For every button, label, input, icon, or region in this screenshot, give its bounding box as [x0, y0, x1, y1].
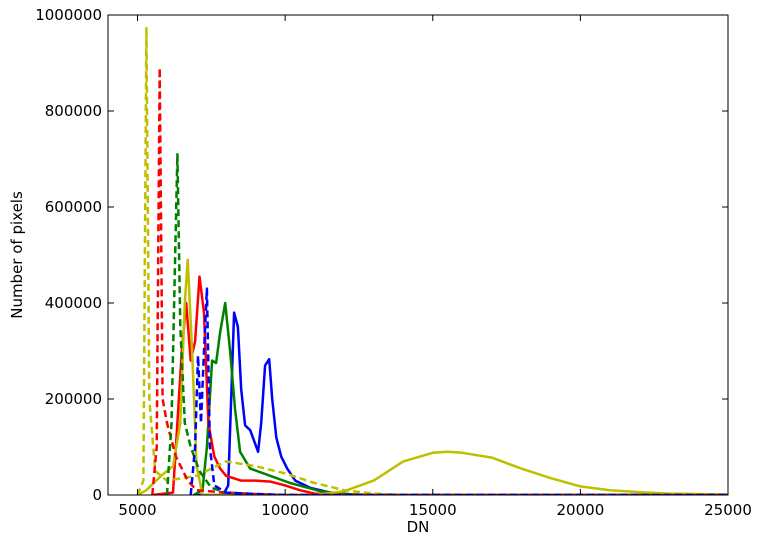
x-tick-label: 10000 — [261, 501, 309, 519]
x-tick-label: 20000 — [557, 501, 605, 519]
series-line — [136, 25, 728, 495]
y-tick-label: 1000000 — [35, 6, 102, 24]
x-tick-label: 15000 — [409, 501, 457, 519]
x-tick-label: 25000 — [704, 501, 752, 519]
series-line — [165, 152, 728, 495]
y-tick-label: 400000 — [45, 294, 102, 312]
x-axis-label: DN — [407, 518, 430, 536]
series-line — [151, 66, 728, 495]
series-line — [189, 287, 728, 495]
y-tick-label: 200000 — [45, 390, 102, 408]
axes-frame — [107, 14, 729, 496]
y-axis-label: Number of pixels — [8, 191, 26, 319]
series-line — [193, 301, 728, 495]
y-tick-label: 800000 — [45, 102, 102, 120]
y-tick-label: 0 — [92, 486, 102, 504]
y-tick-label: 600000 — [45, 198, 102, 216]
series-line — [136, 258, 728, 495]
plot-area — [136, 25, 728, 495]
x-tick-label: 5000 — [118, 501, 156, 519]
series-line — [196, 311, 728, 495]
